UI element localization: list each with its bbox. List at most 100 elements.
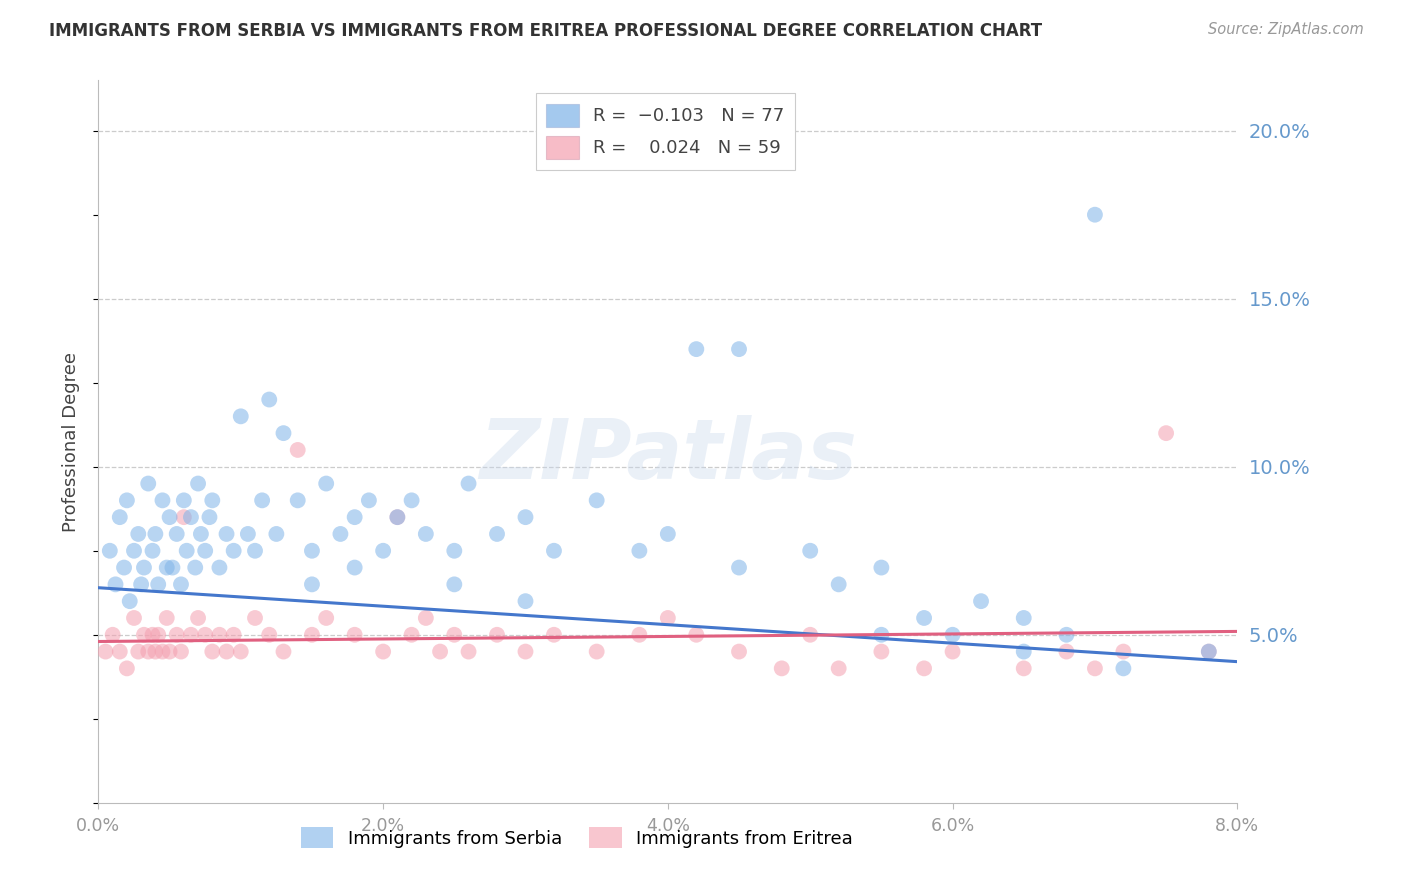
Point <box>173 493 195 508</box>
Point <box>108 510 131 524</box>
Point <box>728 644 751 658</box>
Point <box>127 644 149 658</box>
Point <box>415 527 437 541</box>
Point <box>912 611 935 625</box>
Point <box>115 493 138 508</box>
Point <box>1084 661 1107 675</box>
Point <box>180 628 202 642</box>
Text: Source: ZipAtlas.com: Source: ZipAtlas.com <box>1208 22 1364 37</box>
Point <box>132 560 155 574</box>
Point <box>657 527 679 541</box>
Point <box>98 543 121 558</box>
Point <box>259 628 281 642</box>
Point <box>401 493 423 508</box>
Point <box>1012 661 1035 675</box>
Point <box>159 644 181 658</box>
Point <box>170 577 193 591</box>
Point <box>401 628 423 642</box>
Point <box>243 611 266 625</box>
Point <box>799 543 821 558</box>
Point <box>132 628 155 642</box>
Point <box>222 628 245 642</box>
Point <box>187 611 209 625</box>
Point <box>250 493 273 508</box>
Point <box>543 543 565 558</box>
Point <box>162 560 184 574</box>
Point <box>136 644 159 658</box>
Point <box>152 493 174 508</box>
Point <box>148 577 170 591</box>
Point <box>443 543 465 558</box>
Point <box>108 644 131 658</box>
Text: ZIPatlas: ZIPatlas <box>479 416 856 497</box>
Point <box>129 577 152 591</box>
Point <box>429 644 451 658</box>
Point <box>136 476 159 491</box>
Point <box>156 560 179 574</box>
Text: IMMIGRANTS FROM SERBIA VS IMMIGRANTS FROM ERITREA PROFESSIONAL DEGREE CORRELATIO: IMMIGRANTS FROM SERBIA VS IMMIGRANTS FRO… <box>49 22 1042 40</box>
Point <box>145 644 167 658</box>
Point <box>152 644 174 658</box>
Point <box>273 426 295 441</box>
Y-axis label: Professional Degree: Professional Degree <box>62 351 80 532</box>
Point <box>315 476 337 491</box>
Point <box>870 560 893 574</box>
Point <box>198 510 221 524</box>
Point <box>194 543 217 558</box>
Point <box>515 510 537 524</box>
Point <box>515 594 537 608</box>
Point <box>828 577 851 591</box>
Point <box>173 510 195 524</box>
Point <box>329 527 352 541</box>
Point <box>201 644 224 658</box>
Point <box>94 644 117 658</box>
Point <box>201 493 224 508</box>
Point <box>1054 644 1078 658</box>
Point <box>343 628 366 642</box>
Point <box>287 442 309 457</box>
Point <box>387 510 409 524</box>
Point <box>543 628 565 642</box>
Point <box>343 560 366 574</box>
Point <box>236 527 259 541</box>
Point <box>585 493 607 508</box>
Point <box>942 628 965 642</box>
Point <box>148 628 170 642</box>
Point <box>486 527 509 541</box>
Point <box>273 644 295 658</box>
Point <box>1054 628 1078 642</box>
Point <box>371 543 394 558</box>
Point <box>301 628 323 642</box>
Point <box>156 611 179 625</box>
Point <box>870 628 893 642</box>
Point <box>1084 208 1107 222</box>
Point <box>457 644 479 658</box>
Point <box>215 527 238 541</box>
Point <box>1012 611 1035 625</box>
Point <box>122 543 145 558</box>
Point <box>184 560 207 574</box>
Point <box>728 560 751 574</box>
Point <box>176 543 198 558</box>
Point <box>266 527 288 541</box>
Point <box>1012 644 1035 658</box>
Point <box>243 543 266 558</box>
Point <box>443 628 465 642</box>
Point <box>515 644 537 658</box>
Point <box>1198 644 1220 658</box>
Point <box>115 661 138 675</box>
Point <box>685 628 707 642</box>
Point <box>118 594 141 608</box>
Point <box>104 577 127 591</box>
Point <box>141 543 163 558</box>
Point <box>166 527 188 541</box>
Point <box>486 628 509 642</box>
Point <box>187 476 209 491</box>
Point <box>259 392 281 407</box>
Point <box>190 527 212 541</box>
Point <box>828 661 851 675</box>
Point <box>357 493 380 508</box>
Point <box>301 577 323 591</box>
Point <box>229 644 252 658</box>
Point <box>287 493 309 508</box>
